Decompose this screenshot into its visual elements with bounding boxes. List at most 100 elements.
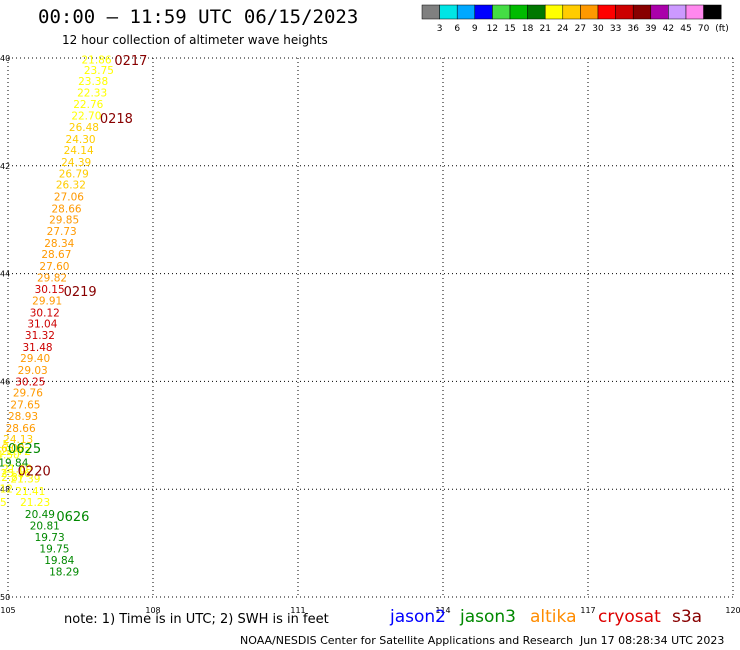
- color-swatch: [421, 4, 440, 20]
- swh-value-label: 21.41: [15, 486, 45, 498]
- color-swatch: [597, 4, 616, 20]
- color-scale-label: 45: [680, 24, 691, 34]
- color-swatch: [456, 4, 476, 20]
- legend-cryosat: cryosat: [598, 607, 661, 627]
- color-swatch: [562, 4, 581, 20]
- color-scale-label: 33: [610, 24, 621, 34]
- x-tick-label: 117: [580, 606, 595, 615]
- color-swatch: [703, 4, 722, 20]
- color-swatch: [685, 4, 704, 20]
- color-scale-label: 36: [627, 24, 639, 34]
- swh-value-label: 20.81: [30, 520, 60, 532]
- swh-value-label: 28.67: [41, 249, 71, 261]
- legend-s3a: s3a: [672, 607, 703, 627]
- swh-value-label: 28.34: [44, 238, 74, 250]
- x-tick-label: 108: [145, 606, 160, 615]
- pass-time-label: 0220: [18, 464, 51, 479]
- swh-value-label: 24.14: [64, 145, 94, 157]
- swh-value-label: 31.04: [27, 319, 57, 331]
- swh-value-label: 28.66: [6, 423, 36, 435]
- swh-value-label: 24.13: [3, 434, 33, 446]
- legend-jason2: jason2: [390, 607, 446, 627]
- pass-time-label: 0219: [64, 285, 97, 300]
- swh-value-label: 21.39: [10, 473, 40, 485]
- y-tick-label: 48: [0, 485, 10, 494]
- color-scale-label: 12: [487, 24, 498, 34]
- swh-value-label: 22.33: [77, 87, 107, 99]
- swh-value-label: 29.40: [20, 353, 50, 365]
- swh-value-label: 24.39: [61, 157, 91, 169]
- color-swatch: [632, 4, 652, 20]
- color-swatch: [650, 4, 669, 20]
- swh-value-label: 18.29: [49, 567, 79, 579]
- swh-value-label: 29.03: [18, 365, 48, 377]
- axis-tick-labels: 105 108 111 114 117 120 40 42 44 46 48 50: [0, 54, 740, 615]
- swh-value-label: 26.48: [69, 122, 99, 134]
- pass-time-label: 0625: [8, 442, 41, 457]
- swh-value-label: 24.25: [0, 497, 7, 509]
- swh-value-label: 28.93: [8, 411, 38, 423]
- swh-value-label: 26.32: [56, 180, 86, 192]
- color-swatch: [509, 4, 528, 20]
- swh-value-label: 30.15: [35, 284, 65, 296]
- swh-value-label: 27.65: [10, 400, 40, 412]
- color-scale-label: 15: [504, 24, 515, 34]
- pass-time-label: 0626: [56, 510, 89, 525]
- x-tick-label: 120: [725, 606, 740, 615]
- color-scale-label: 70: [698, 24, 710, 34]
- x-tick-label: 114: [435, 606, 450, 615]
- color-swatch: [580, 4, 599, 20]
- swh-value-label: 22.76: [73, 99, 103, 111]
- legend-jason3: jason3: [460, 607, 516, 627]
- swh-value-label: 29.85: [49, 215, 79, 227]
- swh-value-label: 22.87: [0, 472, 25, 484]
- color-swatch: [544, 4, 564, 20]
- swh-value-label: 28.66: [52, 203, 82, 215]
- pass-time-label: 0218: [100, 112, 133, 127]
- swh-value-label: 24.50: [0, 450, 20, 462]
- y-tick-label: 40: [0, 54, 10, 63]
- swh-value-label: 29.82: [37, 272, 67, 284]
- swh-value-label: 27.73: [47, 226, 77, 238]
- footer-generated-time: Jun 17 08:28:34 UTC 2023: [580, 634, 725, 647]
- swh-value-label: 26.79: [59, 168, 89, 180]
- swh-value-label: 19.73: [35, 532, 65, 544]
- swh-value-label: 21.23: [20, 497, 50, 509]
- swh-value-label: 29.76: [13, 388, 43, 400]
- swh-value-label: 22.72: [1, 446, 31, 458]
- swh-value-label: 30.25: [15, 376, 45, 388]
- grid-lines: [7, 57, 734, 598]
- swh-value-label: 22.15: [0, 439, 9, 451]
- swh-value-label: 19.75: [39, 543, 69, 555]
- swh-value-label: 19.84: [44, 555, 74, 567]
- footer-note: note: 1) Time is in UTC; 2) SWH is in fe…: [64, 612, 329, 627]
- swh-value-label: 22.70: [71, 111, 101, 123]
- x-tick-label: 105: [0, 606, 15, 615]
- color-scale-label: 9: [472, 24, 478, 34]
- color-scale-label: 18: [522, 24, 534, 34]
- color-scale-label: 27: [575, 24, 586, 34]
- color-scale-label: 3: [437, 24, 443, 34]
- swh-value-label: 29.91: [32, 296, 62, 308]
- pass-time-labels: 0217 0218 0219 0625 0220 0626: [8, 54, 147, 525]
- y-tick-label: 50: [0, 593, 10, 602]
- color-swatch: [615, 4, 634, 20]
- wave-height-values: 21.8623.7523.3822.3322.7622.7026.4824.30…: [0, 55, 114, 579]
- swh-value-label: 23.75: [84, 65, 114, 77]
- y-tick-label: 44: [0, 270, 10, 279]
- color-scale-unit: (ft): [715, 24, 729, 34]
- color-scale-label: 30: [592, 24, 604, 34]
- swh-value-label: 27.60: [39, 261, 69, 273]
- color-swatch: [474, 4, 493, 20]
- pass-time-label: 0217: [114, 54, 147, 69]
- swh-value-label: 31.48: [23, 342, 53, 354]
- legend-altika: altika: [530, 607, 577, 627]
- color-scale-label: 21: [539, 24, 550, 34]
- swh-value-label: 19.84: [0, 457, 29, 469]
- swh-value-label: 23.38: [78, 76, 108, 88]
- chart-title: 00:00 – 11:59 UTC 06/15/2023: [38, 6, 359, 28]
- swh-value-label: 25.12: [0, 484, 13, 496]
- swh-value-label: 21.86: [81, 55, 111, 67]
- chart-subtitle: 12 hour collection of altimeter wave hei…: [62, 33, 328, 47]
